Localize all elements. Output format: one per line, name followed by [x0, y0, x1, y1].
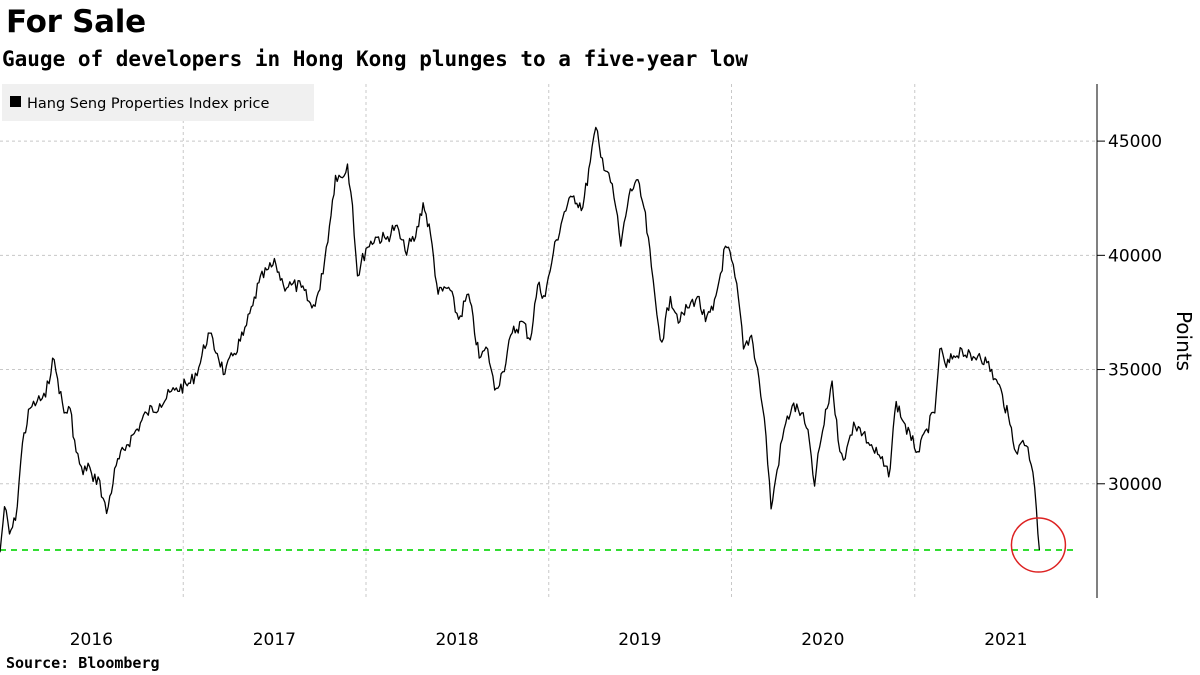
- y-tick-label: 40000: [1108, 246, 1162, 266]
- x-tick-label: 2019: [618, 630, 661, 650]
- chart-subtitle: Gauge of developers in Hong Kong plunges…: [2, 47, 748, 71]
- highlight-circle: [1010, 517, 1067, 573]
- series-layer: [0, 126, 1067, 573]
- series-line: [0, 126, 1041, 553]
- chart-title: For Sale: [6, 4, 146, 40]
- x-tick-label: 2018: [435, 630, 478, 650]
- source-note: Source: Bloomberg: [6, 654, 160, 672]
- legend: Hang Seng Properties Index price: [2, 84, 314, 121]
- legend-entry-label: Hang Seng Properties Index price: [27, 96, 270, 112]
- x-tick-label: 2017: [253, 630, 296, 650]
- x-tick-label: 2021: [984, 630, 1027, 650]
- y-tick-label: 30000: [1108, 475, 1162, 495]
- axes: 30000 35000 40000 45000 2016 2017 2018 2019 2020…: [70, 84, 1162, 650]
- x-tick-label: 2016: [70, 630, 113, 650]
- x-tick-label: 2020: [801, 630, 844, 650]
- legend-background: [2, 84, 314, 121]
- legend-swatch: [10, 96, 21, 107]
- gridlines: [0, 84, 1097, 598]
- y-tick-label: 35000: [1108, 361, 1162, 381]
- y-tick-label: 45000: [1108, 132, 1162, 152]
- y-axis-label: Points: [1172, 311, 1196, 371]
